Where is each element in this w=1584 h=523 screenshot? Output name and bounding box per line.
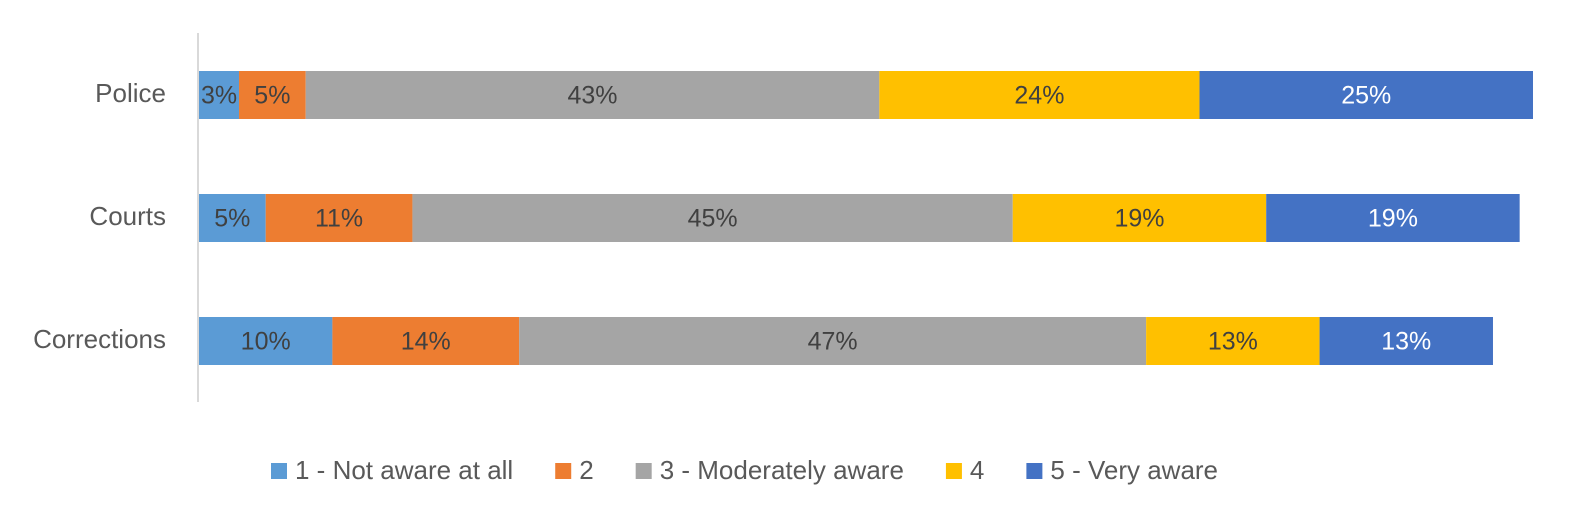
legend-swatch: [1026, 463, 1043, 479]
category-label: Corrections: [33, 324, 166, 354]
category-label: Courts: [89, 201, 166, 231]
data-label: 14%: [401, 328, 451, 356]
data-label: 19%: [1368, 205, 1418, 233]
bar-segment: [1146, 317, 1320, 365]
data-label: 19%: [1114, 205, 1164, 233]
bar-segment: [332, 317, 520, 365]
legend-swatch: [555, 463, 572, 479]
legend-label: 1 - Not aware at all: [295, 455, 513, 485]
legend-label: 2: [579, 455, 593, 485]
bar-segment: [199, 317, 333, 365]
bar-segment: [199, 71, 240, 119]
bar-segment: [265, 194, 413, 242]
bar-segment: [1012, 194, 1267, 242]
bar-segment: [239, 71, 306, 119]
legend-label: 3 - Moderately aware: [660, 455, 904, 485]
legend-swatch: [635, 463, 652, 479]
bar-segment: [305, 71, 880, 119]
data-label: 5%: [254, 82, 290, 110]
data-label: 47%: [808, 328, 858, 356]
bar-segment: [1319, 317, 1493, 365]
data-label: 24%: [1014, 82, 1064, 110]
data-label: 10%: [241, 328, 291, 356]
category-label: Police: [95, 78, 166, 108]
bar-segment: [412, 194, 1013, 242]
data-label: 45%: [688, 205, 738, 233]
data-label: 11%: [315, 205, 363, 233]
data-label: 5%: [214, 205, 250, 233]
legend-swatch: [945, 463, 962, 479]
data-label: 13%: [1208, 328, 1258, 356]
data-label: 3%: [201, 82, 237, 110]
legend-swatch: [271, 463, 287, 479]
bar-segment: [519, 317, 1147, 365]
data-label: 13%: [1381, 328, 1431, 356]
bar-segment: [879, 71, 1200, 119]
legend-label: 5 - Very aware: [1050, 455, 1218, 485]
data-label: 43%: [568, 82, 618, 110]
bar-segment: [1199, 71, 1533, 119]
legend-label: 4: [970, 455, 984, 485]
bar-segment: [1266, 194, 1520, 242]
data-label: 25%: [1341, 82, 1391, 110]
bar-segment: [199, 194, 266, 242]
